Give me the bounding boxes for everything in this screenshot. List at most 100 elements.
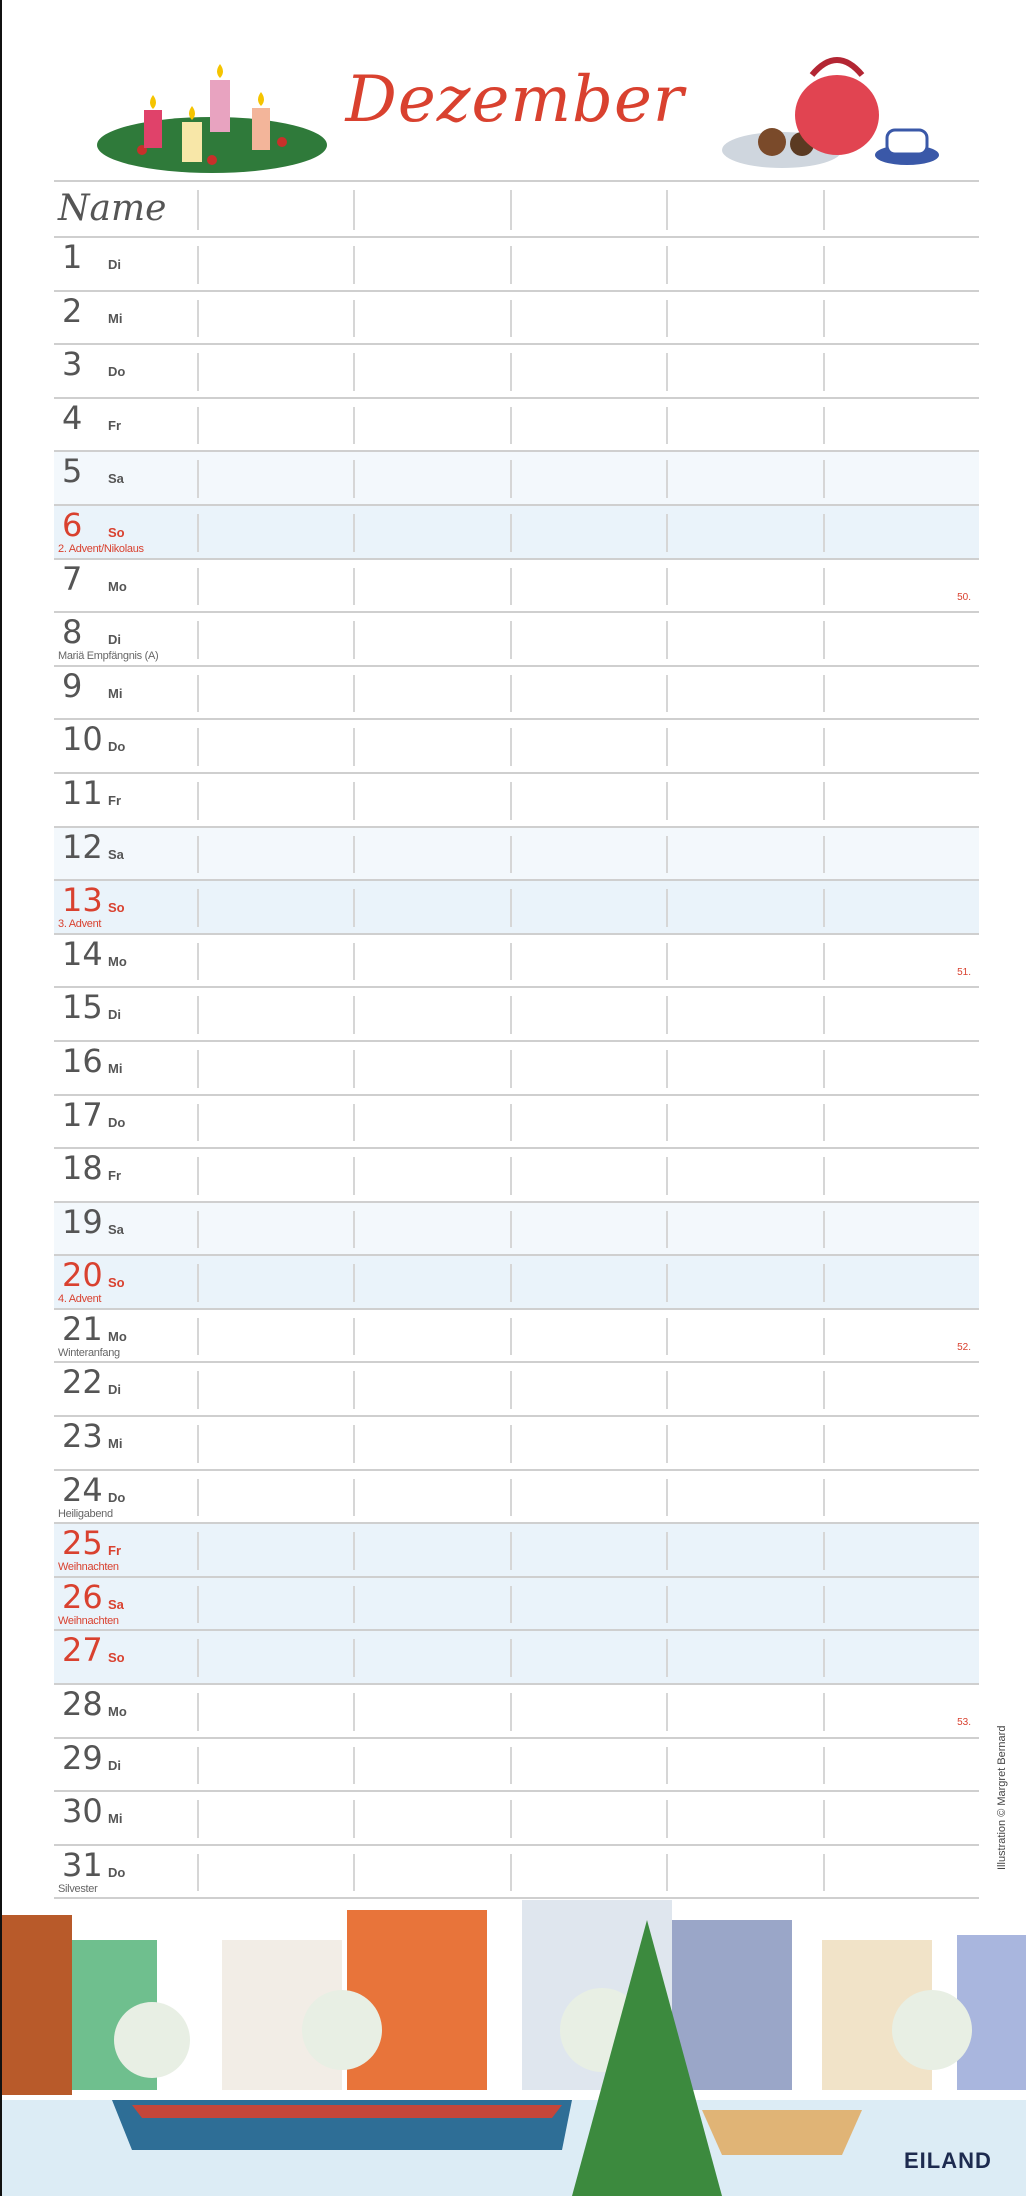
entry-cell[interactable] bbox=[353, 353, 509, 391]
entry-cell[interactable] bbox=[197, 567, 353, 606]
entry-cell[interactable] bbox=[666, 1264, 822, 1302]
entry-cell[interactable] bbox=[353, 299, 509, 338]
entry-cell[interactable] bbox=[822, 1478, 979, 1517]
entry-cell[interactable] bbox=[353, 567, 509, 606]
entry-cell[interactable] bbox=[353, 889, 509, 927]
entry-cell[interactable] bbox=[666, 1853, 822, 1892]
entry-cell[interactable] bbox=[509, 781, 666, 820]
entry-cell[interactable] bbox=[197, 1103, 353, 1142]
entry-cell[interactable] bbox=[197, 728, 353, 766]
entry-cell[interactable] bbox=[666, 460, 822, 498]
entry-cell[interactable] bbox=[197, 942, 353, 981]
entry-cell[interactable] bbox=[509, 513, 666, 552]
entry-cell[interactable] bbox=[509, 889, 666, 927]
entry-cell[interactable] bbox=[822, 353, 979, 391]
entry-cell[interactable] bbox=[197, 1317, 353, 1356]
entry-cell[interactable] bbox=[509, 621, 666, 659]
entry-cell[interactable] bbox=[197, 1478, 353, 1517]
entry-cell[interactable] bbox=[353, 1317, 509, 1356]
entry-cell[interactable] bbox=[197, 1157, 353, 1195]
entry-cell[interactable] bbox=[509, 1157, 666, 1195]
entry-cell[interactable] bbox=[353, 942, 509, 981]
entry-cell[interactable] bbox=[666, 1210, 822, 1249]
entry-cell[interactable] bbox=[822, 835, 979, 874]
entry-cell[interactable] bbox=[666, 621, 822, 659]
entry-cell[interactable] bbox=[666, 353, 822, 391]
entry-cell[interactable] bbox=[822, 246, 979, 284]
entry-cell[interactable] bbox=[666, 1693, 822, 1731]
entry-cell[interactable] bbox=[197, 1746, 353, 1785]
entry-cell[interactable] bbox=[509, 1103, 666, 1142]
entry-cell[interactable] bbox=[353, 1371, 509, 1410]
entry-cell[interactable] bbox=[353, 728, 509, 766]
entry-cell[interactable] bbox=[666, 1371, 822, 1410]
entry-cell[interactable] bbox=[822, 996, 979, 1034]
entry-cell[interactable] bbox=[822, 728, 979, 766]
entry-cell[interactable] bbox=[666, 1639, 822, 1678]
entry-cell[interactable] bbox=[509, 1800, 666, 1838]
entry-cell[interactable] bbox=[822, 674, 979, 713]
entry-cell[interactable] bbox=[509, 1049, 666, 1088]
entry-cell[interactable] bbox=[822, 1264, 979, 1302]
entry-cell[interactable] bbox=[822, 1800, 979, 1838]
entry-cell[interactable] bbox=[822, 1371, 979, 1410]
entry-cell[interactable] bbox=[509, 942, 666, 981]
entry-cell[interactable] bbox=[509, 1478, 666, 1517]
entry-cell[interactable] bbox=[197, 1264, 353, 1302]
entry-cell[interactable] bbox=[197, 835, 353, 874]
entry-cell[interactable] bbox=[509, 1264, 666, 1302]
entry-cell[interactable] bbox=[197, 1800, 353, 1838]
entry-cell[interactable] bbox=[666, 1425, 822, 1463]
entry-cell[interactable] bbox=[509, 567, 666, 606]
entry-cell[interactable] bbox=[666, 1157, 822, 1195]
entry-cell[interactable] bbox=[353, 1049, 509, 1088]
entry-cell[interactable] bbox=[509, 1585, 666, 1624]
entry-cell[interactable] bbox=[197, 889, 353, 927]
entry-cell[interactable] bbox=[666, 1049, 822, 1088]
entry-cell[interactable] bbox=[822, 1639, 979, 1678]
entry-cell[interactable] bbox=[197, 299, 353, 338]
entry-cell[interactable] bbox=[353, 835, 509, 874]
entry-cell[interactable] bbox=[509, 1425, 666, 1463]
entry-cell[interactable] bbox=[353, 1478, 509, 1517]
entry-cell[interactable] bbox=[666, 889, 822, 927]
entry-cell[interactable] bbox=[509, 835, 666, 874]
entry-cell[interactable] bbox=[822, 621, 979, 659]
entry-cell[interactable] bbox=[197, 406, 353, 445]
entry-cell[interactable] bbox=[822, 1210, 979, 1249]
entry-cell[interactable] bbox=[666, 406, 822, 445]
entry-cell[interactable] bbox=[822, 1425, 979, 1463]
entry-cell[interactable] bbox=[509, 406, 666, 445]
entry-cell[interactable] bbox=[197, 353, 353, 391]
entry-cell[interactable] bbox=[666, 1532, 822, 1570]
entry-cell[interactable] bbox=[197, 1639, 353, 1678]
entry-cell[interactable] bbox=[509, 1371, 666, 1410]
entry-cell[interactable] bbox=[353, 1103, 509, 1142]
entry-cell[interactable] bbox=[509, 353, 666, 391]
entry-cell[interactable] bbox=[666, 1317, 822, 1356]
entry-cell[interactable] bbox=[197, 246, 353, 284]
entry-cell[interactable] bbox=[197, 674, 353, 713]
entry-cell[interactable] bbox=[197, 996, 353, 1034]
entry-cell[interactable] bbox=[666, 1103, 822, 1142]
entry-cell[interactable] bbox=[666, 781, 822, 820]
entry-cell[interactable] bbox=[197, 1693, 353, 1731]
entry-cell[interactable] bbox=[509, 1317, 666, 1356]
entry-cell[interactable] bbox=[509, 1639, 666, 1678]
entry-cell[interactable] bbox=[666, 1746, 822, 1785]
entry-cell[interactable] bbox=[666, 1585, 822, 1624]
entry-cell[interactable] bbox=[353, 1264, 509, 1302]
entry-cell[interactable] bbox=[353, 996, 509, 1034]
entry-cell[interactable] bbox=[353, 1800, 509, 1838]
entry-cell[interactable] bbox=[666, 674, 822, 713]
entry-cell[interactable] bbox=[353, 1532, 509, 1570]
entry-cell[interactable] bbox=[822, 513, 979, 552]
entry-cell[interactable] bbox=[509, 246, 666, 284]
entry-cell[interactable] bbox=[822, 460, 979, 498]
entry-cell[interactable] bbox=[822, 1853, 979, 1892]
entry-cell[interactable] bbox=[822, 299, 979, 338]
entry-cell[interactable] bbox=[197, 621, 353, 659]
entry-cell[interactable] bbox=[353, 406, 509, 445]
entry-cell[interactable] bbox=[197, 1425, 353, 1463]
name-cell[interactable] bbox=[822, 190, 979, 230]
